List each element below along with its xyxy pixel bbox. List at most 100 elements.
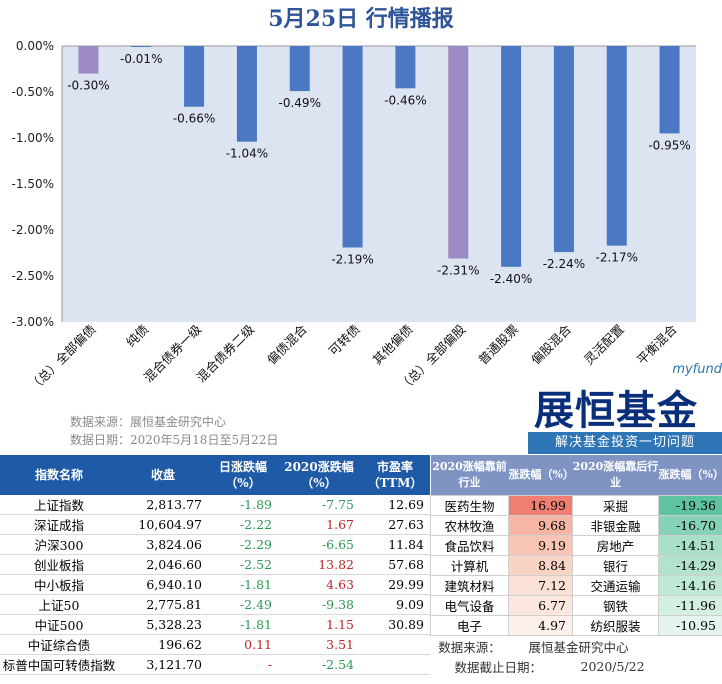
bottom-sector-name: 纺织服装	[572, 615, 659, 636]
bar	[659, 46, 680, 134]
index-row: 上证50 2,775.81 -2.49 -9.38 9.09	[0, 594, 430, 615]
bottom-sector-name: 采掘	[572, 495, 659, 516]
bar	[448, 46, 469, 259]
bottom-sector-change: -10.95	[658, 615, 722, 636]
bar-chart: 0.00% -0.50% -1.00% -1.50% -2.00% -2.50% -3.00…	[12, 39, 696, 394]
index-row: 上证指数 2,813.77 -1.89 -7.75 12.69	[0, 495, 430, 515]
header-pe: 市盈率（TTM）	[360, 455, 430, 495]
company-logo: myfund 展恒基金 解决基金投资一切问题	[528, 362, 722, 454]
index-pe: 12.69	[360, 495, 430, 515]
sector-row: 食品饮料 9.19 房地产 -14.51	[430, 535, 722, 556]
bar	[342, 46, 363, 248]
bar-data-label: -1.04%	[226, 147, 268, 161]
bottom-sector-change: -14.16	[658, 575, 722, 596]
index-close: 196.62	[118, 634, 208, 655]
index-ytd-change: 3.51	[278, 634, 360, 655]
index-ytd-change: 4.63	[278, 574, 360, 595]
bars	[78, 46, 680, 267]
index-table-header: 指数名称 收盘 日涨跌幅（%） 2020涨跌幅（%） 市盈率（TTM）	[0, 455, 430, 495]
index-day-change: -2.49	[208, 594, 278, 615]
index-close: 2,046.60	[118, 554, 208, 575]
bottom-sector-name: 钢铁	[572, 595, 659, 616]
index-row: 创业板指 2,046.60 -2.52 13.82 57.68	[0, 554, 430, 575]
index-name: 标普中国可转债指数	[0, 654, 118, 675]
x-tick-label: 普通股票	[475, 322, 521, 368]
index-day-change: -1.81	[208, 574, 278, 595]
footer-date-label: 数据截止日期：	[454, 659, 543, 675]
index-ytd-change: 1.67	[278, 514, 360, 535]
index-row: 深证成指 10,604.97 -2.22 1.67 27.63	[0, 514, 430, 535]
top-sector-change: 9.19	[508, 535, 573, 556]
x-tick-label: 混合债券二级	[193, 321, 257, 385]
bottom-sector-change: -19.36	[658, 495, 722, 516]
sector-row: 电子 4.97 纺织服装 -10.95	[430, 615, 722, 636]
bar-data-label: -0.49%	[279, 96, 321, 110]
index-ytd-change: 1.15	[278, 614, 360, 635]
index-close: 10,604.97	[118, 514, 208, 535]
top-sector-name: 电子	[430, 615, 509, 636]
bar	[606, 46, 627, 246]
x-tick-label: 偏股混合	[528, 321, 574, 367]
bottom-sector-name: 房地产	[572, 535, 659, 556]
bar-data-label: -2.19%	[331, 252, 373, 266]
footer-source: 展恒基金研究中心	[528, 639, 629, 655]
sector-footer-date: 数据截止日期： 2020/5/22	[431, 656, 722, 676]
index-row: 中小板指 6,940.10 -1.81 4.63 29.99	[0, 574, 430, 595]
index-pe	[360, 634, 430, 655]
index-pe: 29.99	[360, 574, 430, 595]
top-sector-change: 9.68	[508, 515, 573, 536]
bar	[289, 46, 310, 92]
index-pe: 11.84	[360, 534, 430, 555]
index-day-change: -	[208, 654, 278, 675]
x-tick-label: 可转债	[326, 322, 363, 359]
index-ytd-change: -6.65	[278, 534, 360, 555]
index-name: 中证500	[0, 614, 118, 635]
index-pe: 9.09	[360, 594, 430, 615]
index-day-change: -2.22	[208, 514, 278, 535]
top-sector-change: 7.12	[508, 575, 573, 596]
index-pe: 27.63	[360, 514, 430, 535]
header-top-change: 涨跌幅（%）	[508, 455, 573, 496]
index-ytd-change: -7.75	[278, 495, 360, 515]
top-sector-name: 医药生物	[430, 495, 509, 516]
bottom-sector-change: -16.70	[658, 515, 722, 536]
index-row: 中证500 5,328.23 -1.81 1.15 30.89	[0, 614, 430, 635]
index-close: 2,775.81	[118, 594, 208, 615]
index-row: 沪深300 3,824.06 -2.29 -6.65 11.84	[0, 534, 430, 555]
sector-footer-source: 数据来源： 展恒基金研究中心	[431, 636, 722, 657]
index-name: 深证成指	[0, 514, 118, 535]
top-sector-change: 4.97	[508, 615, 573, 636]
y-tick-label: -0.50%	[12, 85, 54, 99]
y-tick-label: -1.00%	[12, 131, 54, 145]
bar-data-label: -0.95%	[648, 138, 690, 152]
index-name: 中小板指	[0, 574, 118, 595]
index-ytd-change: 13.82	[278, 554, 360, 575]
top-sector-change: 6.77	[508, 595, 573, 616]
bar	[501, 46, 522, 267]
top-sector-name: 农林牧渔	[430, 515, 509, 536]
chart-date: 数据日期：2020年5月18日至5月22日	[70, 433, 279, 447]
bar	[395, 46, 416, 89]
sector-row: 电气设备 6.77 钢铁 -11.96	[430, 595, 722, 616]
y-tick-labels: 0.00% -0.50% -1.00% -1.50% -2.00% -2.50% -3.00…	[12, 39, 54, 329]
y-tick-label: -3.00%	[12, 315, 54, 329]
index-close: 3,121.70	[118, 654, 208, 675]
bottom-sector-change: -14.29	[658, 555, 722, 576]
index-day-change: -2.52	[208, 554, 278, 575]
index-pe	[360, 654, 430, 675]
index-row: 标普中国可转债指数 3,121.70- -2.54	[0, 654, 430, 675]
sector-row: 建筑材料 7.12 交通运输 -14.16	[430, 575, 722, 596]
bar	[184, 46, 205, 107]
index-ytd-change: -2.54	[278, 654, 360, 675]
index-day-change: -2.29	[208, 534, 278, 555]
footer-date: 2020/5/22	[580, 658, 645, 674]
header-close: 收盘	[118, 455, 208, 495]
bar-data-label: -0.30%	[67, 79, 109, 93]
x-tick-label: 平衡混合	[634, 321, 680, 367]
index-close: 5,328.23	[118, 614, 208, 635]
index-table: 指数名称 收盘 日涨跌幅（%） 2020涨跌幅（%） 市盈率（TTM） 上证指数…	[0, 455, 430, 675]
top-sector-name: 计算机	[430, 555, 509, 576]
bottom-sector-name: 交通运输	[572, 575, 659, 596]
header-index-name: 指数名称	[0, 455, 118, 495]
bottom-sector-change: -11.96	[658, 595, 722, 616]
